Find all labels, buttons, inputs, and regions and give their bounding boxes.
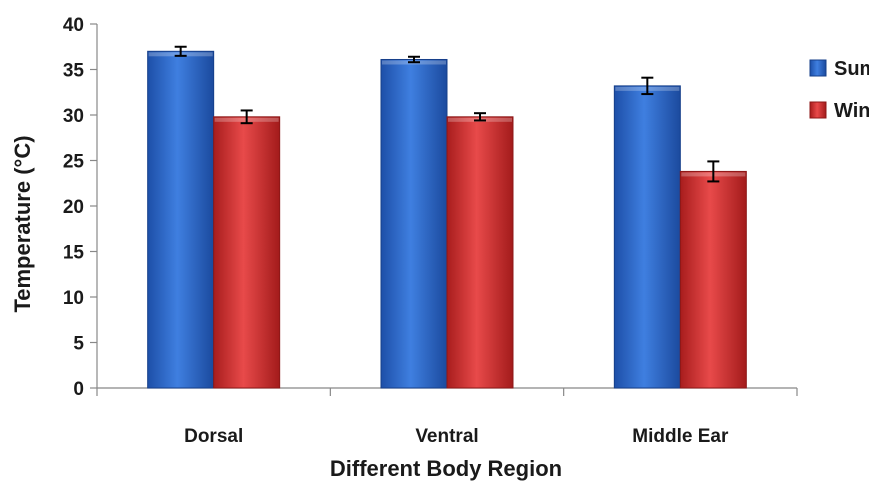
x-tick-label: Middle Ear	[632, 426, 729, 447]
y-tick-label: 5	[73, 334, 84, 355]
bar-winter-middle-ear	[679, 170, 747, 389]
y-tick-label: 30	[63, 106, 84, 127]
y-tick-label: 0	[73, 379, 84, 400]
bar-summer-ventral	[380, 58, 448, 389]
legend: Summer Winter	[809, 58, 869, 122]
plot-area: 0 5 10 15 20 25 30 35 40 Dorsal Ventral Middle Ear	[63, 15, 798, 447]
y-tick-label: 35	[63, 61, 85, 82]
y-tick-label: 40	[63, 15, 84, 36]
bar-winter-ventral	[446, 116, 514, 389]
legend-label-summer: Summer	[834, 58, 869, 80]
legend-swatch-winter	[809, 101, 827, 119]
legend-swatch-summer	[809, 59, 827, 77]
x-tick-label: Ventral	[415, 426, 478, 447]
y-tick-label: 10	[63, 288, 84, 309]
legend-label-winter: Winter	[834, 100, 869, 122]
y-tick-label: 20	[63, 197, 84, 218]
x-axis-title: Different Body Region	[330, 456, 562, 481]
bar-summer-dorsal	[147, 50, 215, 389]
y-axis-title: Temperature (°C)	[10, 135, 35, 312]
bar-winter-dorsal	[213, 116, 281, 389]
y-tick-label: 25	[63, 152, 85, 173]
y-tick-label: 15	[63, 243, 85, 264]
bar-summer-middle-ear	[613, 85, 681, 389]
x-tick-label: Dorsal	[184, 426, 243, 447]
